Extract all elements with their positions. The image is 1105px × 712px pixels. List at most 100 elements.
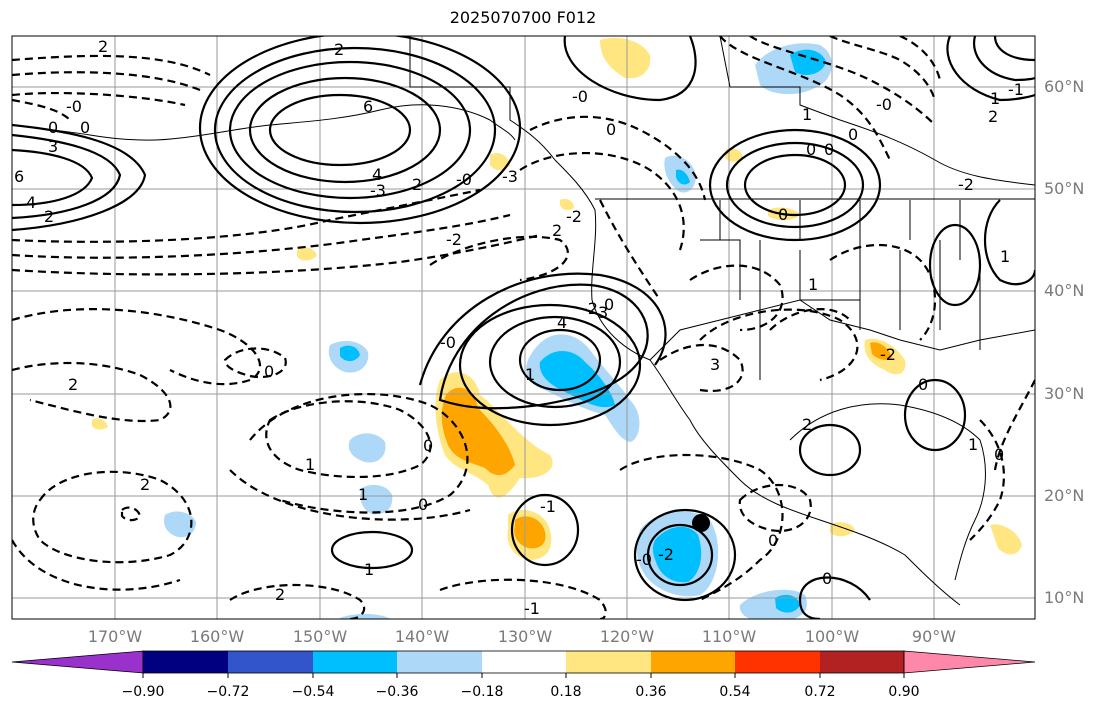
contour-label: -1 bbox=[1008, 80, 1024, 99]
contour-label: 1 bbox=[525, 365, 535, 384]
colorbar-bin bbox=[651, 651, 735, 673]
contour-label: -2 bbox=[880, 345, 896, 364]
colorbar-tick-label: 0.54 bbox=[719, 684, 751, 700]
contour-label: 3 bbox=[598, 303, 608, 322]
lon-label: 150°W bbox=[292, 627, 348, 646]
contour-label: 0 bbox=[918, 375, 928, 394]
contour-label: 2 bbox=[44, 207, 54, 226]
contour-label: 0 bbox=[423, 436, 433, 455]
lat-label: 50°N bbox=[1044, 179, 1085, 198]
contour-label: 0 bbox=[606, 120, 616, 139]
contour-label: 1 bbox=[808, 275, 818, 294]
colorbar-tick-label: 0.18 bbox=[550, 684, 582, 700]
contour-label: 0 bbox=[80, 118, 90, 137]
contour-label: -2 bbox=[958, 175, 974, 194]
colorbar-extend-left bbox=[11, 650, 144, 674]
contour-label: 2 bbox=[988, 107, 998, 126]
contour-label: -1 bbox=[524, 599, 540, 618]
colorbar-tick-label: −0.54 bbox=[291, 684, 335, 700]
contour-label: -0 bbox=[636, 550, 652, 569]
lon-label: 100°W bbox=[804, 627, 860, 646]
colorbar-tick-label: −0.36 bbox=[375, 684, 419, 700]
contour-label: 2 bbox=[802, 415, 812, 434]
colorbar-bin bbox=[143, 651, 228, 673]
lat-label: 30°N bbox=[1044, 384, 1085, 403]
contour-label: 2 bbox=[552, 221, 562, 240]
contour-label: 0 bbox=[48, 118, 58, 137]
map-title: 2025070700 F012 bbox=[449, 8, 597, 27]
lat-label: 40°N bbox=[1044, 281, 1085, 300]
contours bbox=[12, 36, 1035, 619]
contour-label: -2 bbox=[582, 299, 598, 318]
colorbar-bin bbox=[735, 651, 820, 673]
contour-label: 0 bbox=[994, 445, 1004, 464]
contour-label: -0 bbox=[876, 95, 892, 114]
contour-label: 4 bbox=[557, 313, 567, 332]
contour-label: -3 bbox=[370, 181, 386, 200]
contour-label: 0 bbox=[418, 495, 428, 514]
contour-label: 0 bbox=[768, 531, 778, 550]
contour-label: 0 bbox=[264, 362, 274, 381]
contour-label: 2 bbox=[412, 175, 422, 194]
location-marker bbox=[692, 514, 710, 532]
colorbar-bin bbox=[228, 651, 313, 673]
lon-label: 90°W bbox=[911, 627, 957, 646]
contour-label: 2 bbox=[68, 375, 78, 394]
colorbar-bin bbox=[566, 651, 651, 673]
lon-label: 160°W bbox=[189, 627, 245, 646]
colorbar bbox=[11, 650, 1036, 678]
contour-label: 6 bbox=[363, 97, 373, 116]
lat-label: 20°N bbox=[1044, 486, 1085, 505]
contour-label: 0 bbox=[824, 140, 834, 159]
contour-label: 1 bbox=[968, 435, 978, 454]
contour-label: 1 bbox=[364, 560, 374, 579]
contour-label: 3 bbox=[48, 137, 58, 156]
contour-label: 4 bbox=[26, 193, 36, 212]
contour-label: 1 bbox=[305, 455, 315, 474]
contour-label: -0 bbox=[440, 333, 456, 352]
contour-label: 3 bbox=[710, 355, 720, 374]
contour-label: -0 bbox=[66, 97, 82, 116]
contour-label: 2 bbox=[275, 585, 285, 604]
colorbar-tick-label: 0.90 bbox=[888, 684, 920, 700]
contour-label: -2 bbox=[566, 207, 582, 226]
contour-label: -3 bbox=[502, 167, 518, 186]
contour-label: 6 bbox=[14, 167, 24, 186]
lon-label: 120°W bbox=[599, 627, 655, 646]
contour-label: 2 bbox=[140, 475, 150, 494]
contour-label: 1 bbox=[990, 89, 1000, 108]
colorbar-tick-label: 0.72 bbox=[804, 684, 836, 700]
contours-dashed bbox=[12, 36, 1035, 619]
contour-label: 0 bbox=[822, 569, 832, 588]
contour-label: 1 bbox=[358, 485, 368, 504]
contour-label: 0 bbox=[778, 205, 788, 224]
colorbar-tick-label: −0.18 bbox=[460, 684, 504, 700]
colorbar-bin bbox=[313, 651, 397, 673]
colorbar-bin bbox=[820, 651, 904, 673]
lon-label: 170°W bbox=[87, 627, 143, 646]
lon-label: 130°W bbox=[497, 627, 553, 646]
contour-label: 0 bbox=[848, 125, 858, 144]
colorbar-tick-label: −0.90 bbox=[121, 684, 165, 700]
shaded-anomalies bbox=[92, 37, 1022, 619]
lon-label: 140°W bbox=[394, 627, 450, 646]
contour-label: 4 bbox=[372, 165, 382, 184]
contour-label: 2 bbox=[98, 37, 108, 56]
contour-label: -1 bbox=[540, 497, 556, 516]
contour-labels: 2 2 6 0 0 -0 3 4 -3 6 4 2 2 -2 2 -2 -3 4… bbox=[14, 37, 1024, 618]
contour-label: -0 bbox=[572, 87, 588, 106]
colorbar-extend-right bbox=[903, 650, 1036, 674]
lon-label: 110°W bbox=[701, 627, 757, 646]
colorbar-tick-label: −0.72 bbox=[206, 684, 250, 700]
coastlines bbox=[12, 36, 1035, 606]
colorbar-bin bbox=[482, 651, 566, 673]
contour-label: -2 bbox=[658, 545, 674, 564]
graticule bbox=[12, 36, 1035, 619]
colorbar-bin bbox=[397, 651, 482, 673]
contour-label: 2 bbox=[334, 40, 344, 59]
plot-border bbox=[11, 35, 1036, 620]
lat-label: 10°N bbox=[1044, 588, 1085, 607]
contour-label: 1 bbox=[1000, 247, 1010, 266]
lat-label: 60°N bbox=[1044, 77, 1085, 96]
